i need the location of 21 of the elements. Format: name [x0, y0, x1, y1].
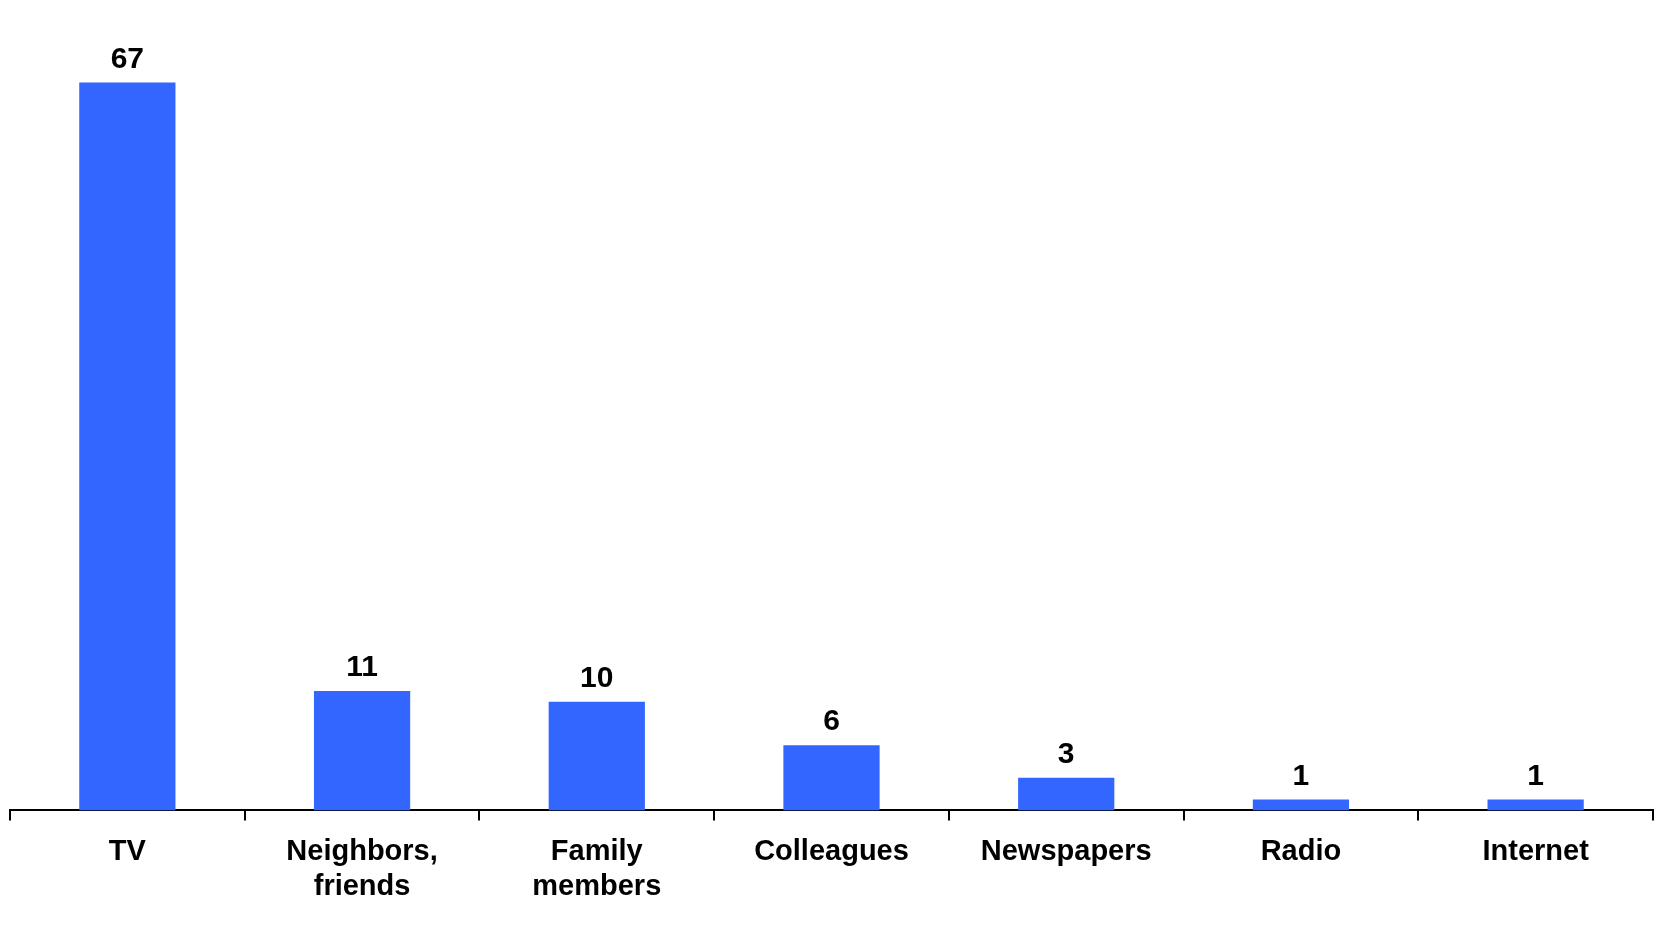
bar: [313, 690, 411, 811]
data-label: 1: [1292, 757, 1310, 791]
data-label: 3: [1057, 736, 1075, 770]
data-label: 67: [110, 40, 145, 74]
bar: [79, 82, 176, 811]
data-label: 11: [346, 649, 378, 683]
bar: [783, 745, 880, 811]
x-tick-label: Newspapers: [980, 833, 1152, 866]
x-tick-label: Family members: [532, 833, 662, 901]
x-tick-label: Neighbors, friends: [286, 833, 438, 901]
data-label: 10: [580, 660, 614, 694]
x-tick-label: TV: [108, 833, 147, 866]
x-tick-label: Radio: [1260, 833, 1342, 866]
bar: [1018, 777, 1115, 811]
x-tick-label: Colleagues: [754, 833, 909, 866]
bar: [548, 701, 645, 811]
x-tick-label: Internet: [1482, 833, 1590, 866]
data-label: 6: [823, 703, 840, 737]
bar: [1252, 799, 1350, 811]
bar: [1487, 799, 1584, 811]
data-label: 1: [1527, 757, 1544, 791]
